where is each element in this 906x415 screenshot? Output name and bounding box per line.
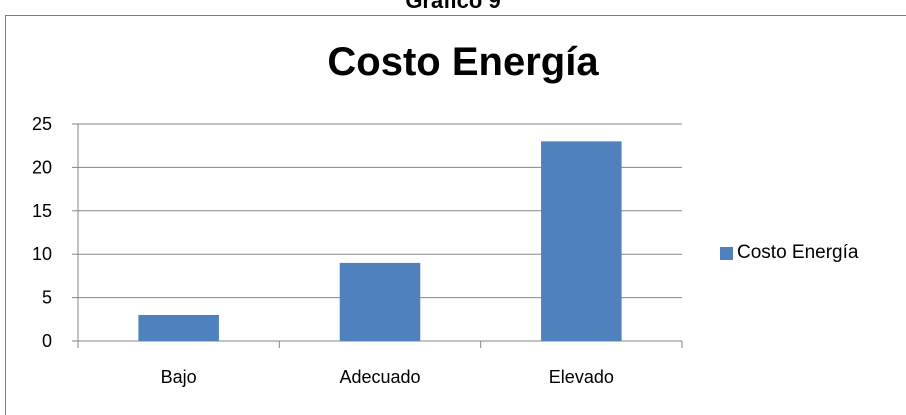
- bar: [541, 141, 622, 341]
- legend: Costo Energía: [720, 242, 858, 264]
- legend-swatch: [720, 246, 733, 260]
- legend-label: Costo Energía: [737, 242, 859, 263]
- chart-title: Costo Energía: [327, 40, 599, 84]
- x-tick-label: Adecuado: [339, 367, 420, 387]
- y-tick-label: 25: [32, 114, 52, 134]
- x-tick-label: Bajo: [161, 367, 197, 387]
- y-tick-label: 5: [42, 288, 52, 308]
- y-tick-label: 10: [32, 244, 52, 264]
- figure-caption: Gráfico 9: [405, 0, 501, 13]
- y-tick-label: 0: [42, 331, 52, 351]
- x-tick-label: Elevado: [549, 367, 614, 387]
- bar: [138, 314, 219, 341]
- y-tick-label: 15: [32, 201, 52, 221]
- bar-chart: 0 5 10 15 20 25 Bajo Adecuado Elevado: [32, 114, 683, 387]
- chart-frame: [5, 15, 906, 415]
- y-tick-label: 20: [32, 157, 52, 177]
- bar: [339, 262, 421, 341]
